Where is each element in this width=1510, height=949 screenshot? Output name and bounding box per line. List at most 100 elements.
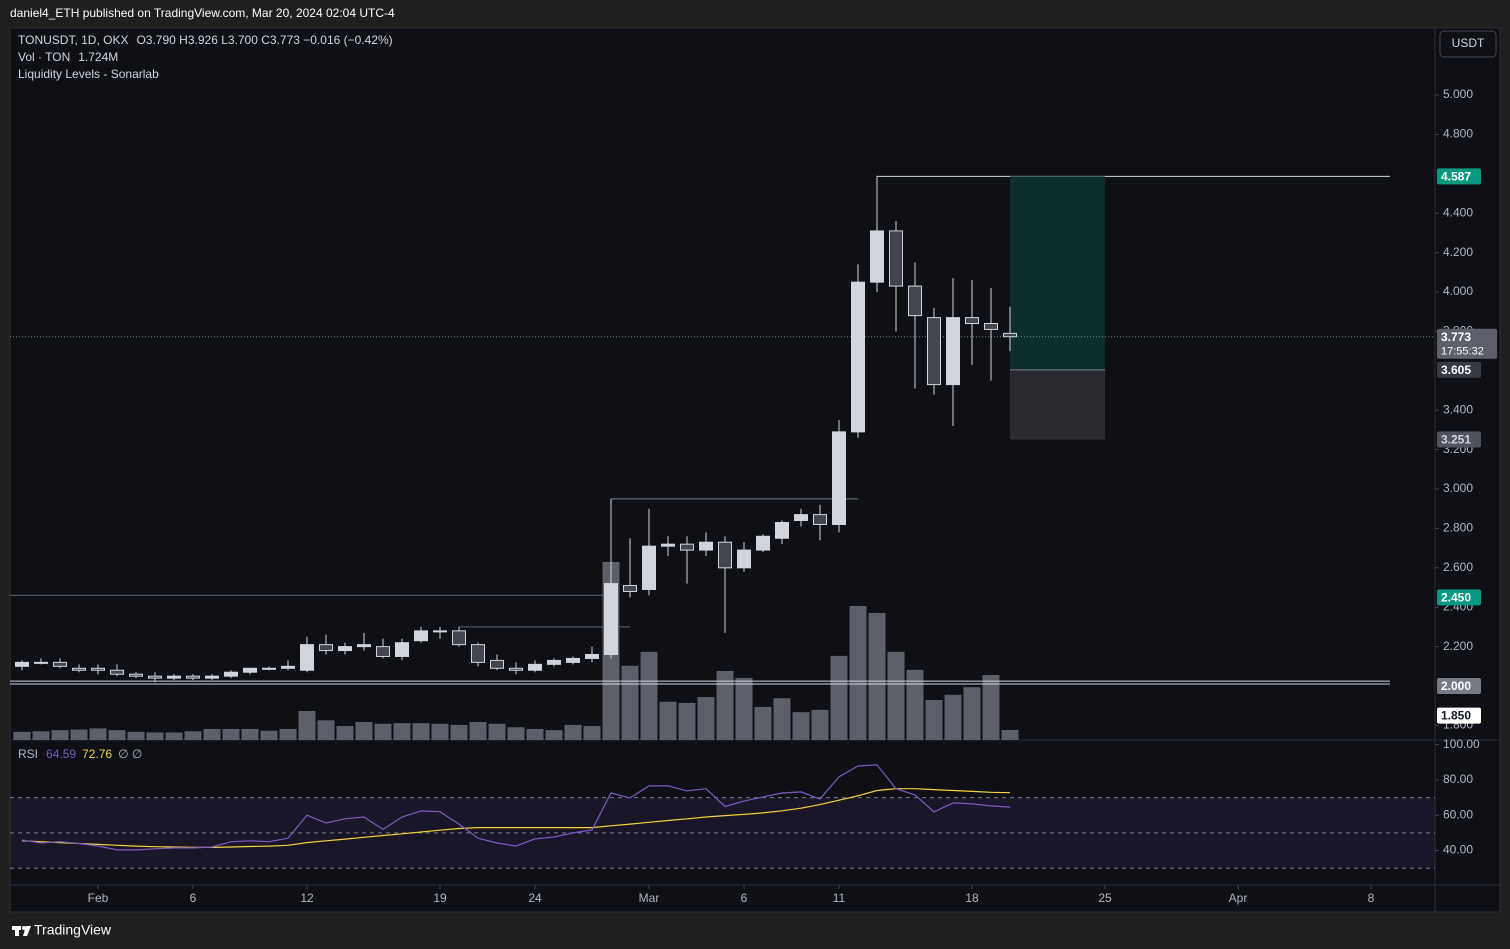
candle-body: [300, 644, 314, 671]
volume-bar: [944, 694, 962, 740]
volume-bar: [89, 728, 107, 740]
candle-body: [433, 630, 447, 633]
price-badge: [1437, 431, 1481, 448]
volume-bar: [450, 724, 468, 740]
candle-body: [129, 673, 143, 677]
rsi-ma-line: [21, 788, 1011, 848]
candle-body: [34, 661, 48, 664]
currency-button[interactable]: [1439, 30, 1497, 58]
volume-bar: [184, 731, 202, 740]
ohlc: O3.790 H3.926 L3.700 C3.773 −0.016 (−0.4…: [136, 33, 392, 47]
volume-bar: [621, 665, 639, 740]
x-tick-label: Apr: [1229, 891, 1248, 905]
candle-body: [661, 543, 675, 547]
volume-bar: [336, 726, 354, 740]
rsi-ma-last: 72.76: [82, 747, 112, 761]
candle-body: [528, 663, 542, 671]
currency-label[interactable]: USDT: [1452, 36, 1485, 50]
y-tick-label: 2.600: [1443, 560, 1473, 574]
candle-body: [642, 545, 656, 590]
volume-bar: [526, 728, 544, 740]
x-tick-label: Feb: [88, 891, 109, 905]
brand-logo: [12, 926, 31, 936]
candle-body: [148, 675, 162, 679]
price-badge-label: 3.251: [1441, 433, 1471, 447]
volume-bar: [792, 712, 810, 740]
price-pane: [10, 175, 1435, 740]
candle-body: [186, 675, 200, 679]
volume-bar: [241, 728, 259, 740]
volume-bar: [70, 729, 88, 740]
y-tick-label: 5.000: [1443, 87, 1473, 101]
x-tick-label: 11: [833, 891, 846, 905]
volume-bar: [868, 612, 886, 740]
volume-bar: [963, 687, 981, 740]
volume-bar: [431, 723, 449, 740]
candle-body: [319, 644, 333, 652]
candle-body: [604, 583, 618, 655]
candle-body: [585, 653, 599, 659]
position-target-zone: [1010, 176, 1105, 370]
x-tick-label: 18: [965, 891, 979, 905]
volume-bar: [146, 732, 164, 740]
price-badge-label: 4.587: [1441, 170, 1471, 184]
brand-name: TradingView: [34, 922, 112, 938]
volume-bar: [754, 706, 772, 740]
x-tick-label: 25: [1098, 891, 1112, 905]
symbol-legend: TONUSDT, 1D, OKX O3.790 H3.926 L3.700 C3.…: [18, 33, 393, 47]
y-tick-label: 3.400: [1443, 402, 1473, 416]
volume-bar: [393, 723, 411, 740]
candle-body: [756, 535, 770, 551]
candle-body: [414, 630, 428, 642]
volume-bar: [849, 606, 867, 740]
volume-bar: [640, 651, 658, 740]
volume-bar: [507, 727, 525, 740]
rsi-pane: [10, 764, 1435, 869]
candle-body: [965, 317, 979, 325]
volume-bar: [735, 677, 753, 740]
volume-bar: [982, 675, 1000, 740]
rsi-last: 64.59: [46, 747, 76, 761]
volume-bar: [108, 730, 126, 740]
x-tick-label: 8: [1368, 891, 1375, 905]
candle-body: [1003, 332, 1017, 338]
y-tick-label: 4.000: [1443, 284, 1473, 298]
y-tick-label: 4.200: [1443, 245, 1473, 259]
rsi-y-tick-label: 60.00: [1443, 807, 1473, 821]
volume-bar: [1001, 730, 1019, 740]
candle-body: [281, 665, 295, 669]
candle-body: [737, 549, 751, 569]
candle-body: [566, 657, 580, 663]
y-tick-label: 4.400: [1443, 205, 1473, 219]
candle-body: [832, 431, 846, 525]
candle-body: [338, 646, 352, 652]
chart-panel: [9, 27, 1501, 913]
symbol: TONUSDT, 1D, OKX: [18, 33, 128, 47]
candle-body: [357, 644, 371, 648]
y-tick-label: 2.200: [1443, 639, 1473, 653]
candle-body: [547, 659, 561, 665]
volume-bar: [298, 711, 316, 740]
candle-body: [395, 642, 409, 657]
rsi-y-tick-label: 80.00: [1443, 772, 1473, 786]
candle-body: [53, 661, 67, 667]
candle-body: [623, 585, 637, 592]
volume-bar: [203, 728, 221, 740]
overlay: 1.8002.2002.4002.6002.8003.0003.2003.400…: [88, 87, 1497, 905]
y-tick-label: 2.800: [1443, 521, 1473, 535]
x-tick-label: 6: [190, 891, 197, 905]
candle-body: [205, 675, 219, 679]
volume-bar: [317, 720, 335, 740]
rsi-y-tick-label: 100.00: [1443, 737, 1480, 751]
position-stop-zone: [1010, 369, 1105, 440]
volume-bar: [925, 699, 943, 740]
volume-bar: [355, 722, 373, 740]
candle-body: [775, 521, 789, 539]
price-badge: [1437, 707, 1481, 724]
rsi-line: [21, 764, 1011, 851]
price-badge: [1437, 168, 1481, 185]
candle-body: [813, 514, 827, 525]
volume-legend: Vol · TON 1.724M: [18, 50, 118, 64]
volume-bar: [469, 722, 487, 740]
price-badge: [1437, 589, 1481, 606]
